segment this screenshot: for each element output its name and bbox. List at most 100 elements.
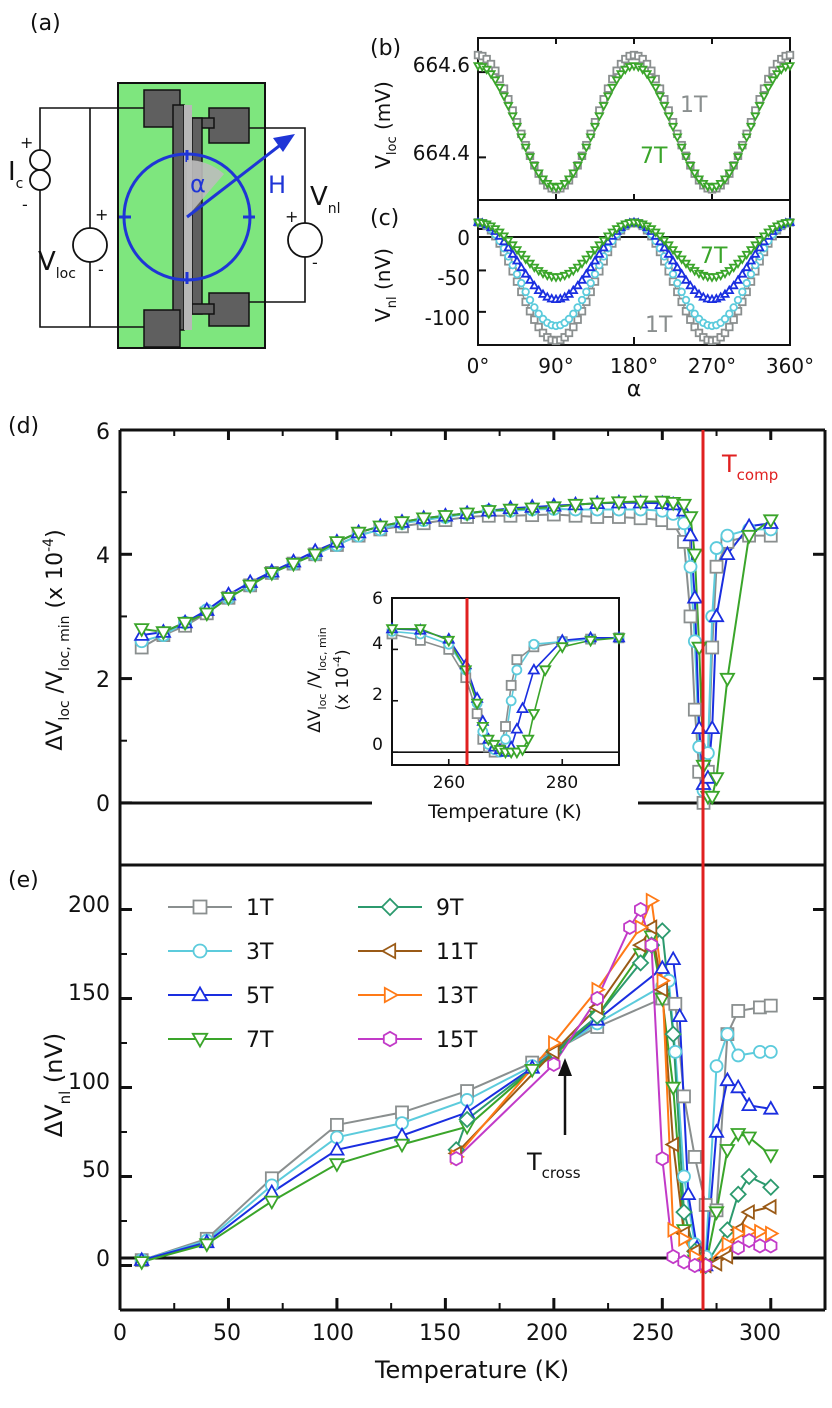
panel-b-point-7T [585,133,596,143]
panel-b-point-7T [659,102,670,112]
panel-e-ytick-label: 50 [82,1158,110,1183]
panel-c-point-5T [589,255,601,265]
panel-e-point-5T [762,1100,779,1115]
panel-c-xtick-label: 90° [538,354,573,378]
panel-e-point-13T [548,1034,563,1052]
panel-e-point-11T [653,981,668,998]
vnl-minus: - [312,253,318,272]
panel-e-point-15T [764,1238,778,1254]
panel-c-point-1T [720,328,730,338]
panel-c-point-7T [503,236,514,247]
panel-c-point-1T [538,328,548,338]
panel-e-points [133,892,780,1275]
panel-c-point-5T [503,242,514,252]
panel-d-ytick-label: 0 [96,792,110,817]
panel-b-point-7T [594,112,605,122]
panel-b-point-7T [620,65,631,76]
panel-c-point-5T [745,255,757,265]
legend-marker-13T [383,986,400,1004]
panel-e-point-7T [328,1158,346,1173]
panel-e-point-7T [133,1256,150,1271]
panel-c-point-3T [590,269,600,279]
panel-b-point-7T [615,70,627,80]
panel-b-point-7T [685,161,696,172]
panel-b-point-1T [482,54,491,64]
panel-c-point-7T [602,232,614,242]
panel-b-point-1T [642,59,652,69]
panel-b-point-7T [689,169,700,179]
panel-e-point-9T [729,1185,747,1204]
panel-b-point-7T [602,92,614,102]
panel-b-point-7T [711,182,722,192]
panel-c-point-5T [663,248,674,258]
panel-d-point-7T [524,502,541,518]
panel-c-point-5T [507,248,518,258]
panel-c-point-5T [524,274,536,284]
panel-c-point-5T [516,261,527,272]
panel-e-point-11T [545,1043,560,1061]
panel-c-point-7T [784,218,796,229]
inset-point-7T [516,745,530,757]
panel-c-point-1T [729,315,738,324]
panel-b-point-7T [654,92,666,102]
panel-c-ytick-label: -100 [425,306,470,330]
panel-e-point-7T [263,1195,280,1211]
inset-point-7T [538,665,552,677]
panel-d-point-7T [719,672,736,688]
panel-c-point-1T [716,333,725,342]
vloc-voltmeter [72,227,108,263]
panel-c-point-7T [667,246,679,256]
panel-e-point-5T [719,1071,736,1087]
panel-c-point-3T [668,269,678,279]
panel-b-ylabel: Vloc (mV) [371,81,400,169]
panel-c-point-3T [738,287,747,297]
tcross-label: Tcross [526,1148,581,1182]
legend-marker-7T [191,1032,209,1049]
panel-d-point-7T [762,514,779,529]
panel-d-point-7T [545,501,562,516]
panel-d-point-7T [502,503,519,519]
panel-c-point-1T [690,322,699,332]
panel-c-point-1T [534,322,543,332]
panel-d-point-5T [686,589,703,604]
panel-d-point-3T [683,559,698,574]
panel-c-point-5T [750,248,761,258]
panel-c-point-5T [693,288,705,298]
panel-d-point-7T [328,536,346,551]
panel-e-point-13T [678,1230,693,1247]
panel-c-point-3T [677,287,686,297]
panel-c-point-3T [742,278,751,288]
panel-c-point-3T [564,314,574,324]
panel-c-point-3T [521,287,530,297]
panel-d-point-7T [480,505,497,520]
panel-c-point-7T [732,259,744,270]
panel-b-point-7T [758,92,770,102]
panel-c-point-7T [563,269,575,280]
panel-c-point-3T [733,295,743,305]
panel-b-points [472,50,796,194]
panel-d-point-7T [708,772,725,787]
panel-e-point-9T [653,922,672,940]
inset-ylabel: ΔVloc /Vloc, min [305,627,329,732]
panel-c-point-5T [732,274,744,284]
panel-e-point-13T [656,972,672,989]
panel-e-point-13T [645,892,661,909]
panel-c-point-3T [725,309,734,319]
panel-c-point-5T [685,280,696,290]
panel-e-point-1T [687,1150,702,1164]
panel-e-point-7T [762,1149,779,1164]
inset-xtick-label: 260 [433,773,465,793]
ic-label: Ic [8,157,23,192]
ic-minus: - [22,195,28,214]
vloc-minus: - [98,260,104,279]
panel-c-point-3T [517,278,526,288]
panel-c-point-5T [737,268,748,278]
panel-e-point-3T [668,1045,683,1059]
panel-d-point-5T [708,607,725,623]
panel-c-point-1T [530,315,539,324]
panel-c-point-7T [568,267,579,277]
panel-b-point-7T [598,102,609,112]
panel-d-point-5T [682,526,699,542]
panel-c-point-5T [511,255,523,265]
